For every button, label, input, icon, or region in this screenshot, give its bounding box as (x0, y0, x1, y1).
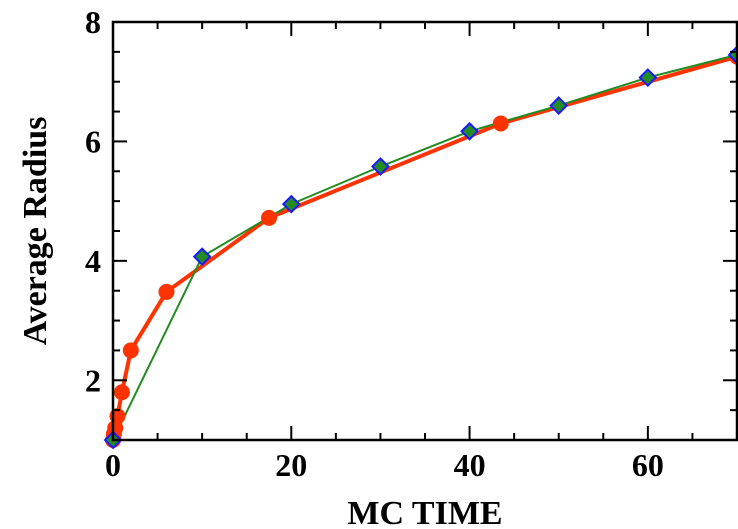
ticks-layer: 0 20 40 60 2 4 6 8 (85, 4, 738, 483)
y-tick-label: 4 (85, 243, 101, 279)
x-axis-label: MC TIME (347, 495, 502, 529)
y-tick-label: 2 (85, 362, 101, 398)
green-series-point (371, 157, 390, 176)
green-series-point (638, 68, 658, 87)
red-series-point (261, 209, 277, 226)
x-tick-label: 40 (454, 447, 486, 483)
red-series-point (107, 420, 124, 437)
red-series-point (158, 283, 175, 300)
x-tick-label: 60 (632, 447, 664, 483)
green-series-point (192, 247, 212, 267)
series-layer (103, 45, 737, 450)
green-series-point (281, 194, 301, 214)
red-series-point (492, 115, 509, 132)
y-tick-label: 6 (85, 123, 101, 159)
x-tick-label: 0 (105, 447, 121, 483)
green-series-line (112, 53, 737, 441)
red-series-point (113, 384, 130, 401)
green-series-point (460, 121, 479, 141)
y-tick-label: 8 (85, 4, 101, 40)
x-tick-label: 20 (275, 447, 307, 483)
red-series-point (122, 342, 139, 359)
y-axis-label: Average Radius (17, 117, 54, 346)
red-series-line (111, 54, 737, 441)
green-series-point (549, 96, 569, 116)
